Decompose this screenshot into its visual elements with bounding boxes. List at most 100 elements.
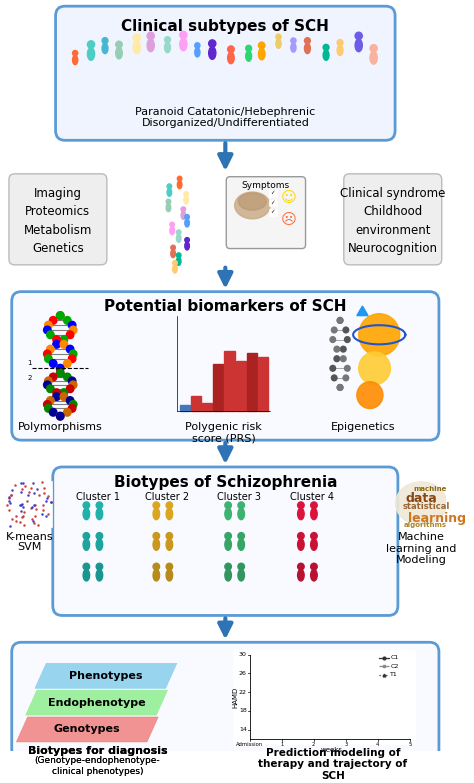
Text: 3: 3 xyxy=(344,742,347,747)
Text: Machine: Machine xyxy=(398,532,445,542)
Text: Proteomics: Proteomics xyxy=(25,205,91,218)
Ellipse shape xyxy=(181,211,186,219)
Ellipse shape xyxy=(298,539,304,550)
Text: 1: 1 xyxy=(27,360,32,366)
Ellipse shape xyxy=(102,43,108,53)
Text: Symptoms: Symptoms xyxy=(242,181,290,189)
Circle shape xyxy=(173,261,177,265)
Text: Paranoid Catatonic/Hebephrenic: Paranoid Catatonic/Hebephrenic xyxy=(135,106,316,117)
Text: ✓: ✓ xyxy=(270,190,275,195)
Circle shape xyxy=(56,413,64,420)
Polygon shape xyxy=(35,663,177,688)
Circle shape xyxy=(166,502,173,509)
Circle shape xyxy=(310,502,317,509)
Polygon shape xyxy=(26,690,167,715)
Circle shape xyxy=(343,375,349,381)
Circle shape xyxy=(83,532,90,539)
Bar xyxy=(7,482,52,527)
Ellipse shape xyxy=(238,539,245,550)
Circle shape xyxy=(345,366,350,371)
Ellipse shape xyxy=(167,188,172,197)
Text: Neurocognition: Neurocognition xyxy=(348,242,438,254)
Text: 14: 14 xyxy=(239,727,247,732)
Text: Polymorphisms: Polymorphisms xyxy=(18,422,102,432)
Ellipse shape xyxy=(304,43,310,53)
Text: Genotypes: Genotypes xyxy=(54,724,120,734)
Circle shape xyxy=(102,38,108,44)
Circle shape xyxy=(331,327,337,333)
Ellipse shape xyxy=(173,265,177,273)
Circle shape xyxy=(53,341,60,348)
Ellipse shape xyxy=(225,539,231,550)
Ellipse shape xyxy=(153,539,160,550)
Text: Childhood: Childhood xyxy=(363,205,422,218)
Circle shape xyxy=(310,532,317,539)
Text: Prediction modeling of
therapy and trajectory of
SCH: Prediction modeling of therapy and traje… xyxy=(258,748,408,781)
Circle shape xyxy=(49,409,57,416)
Circle shape xyxy=(345,337,350,342)
Text: 18: 18 xyxy=(239,709,247,713)
Circle shape xyxy=(53,336,60,344)
Circle shape xyxy=(228,46,234,52)
Ellipse shape xyxy=(310,508,317,520)
Text: Epigenetics: Epigenetics xyxy=(331,422,396,432)
Ellipse shape xyxy=(177,181,182,189)
Circle shape xyxy=(330,337,336,342)
Ellipse shape xyxy=(147,39,155,52)
Circle shape xyxy=(45,405,52,412)
Ellipse shape xyxy=(166,539,173,550)
Text: 26: 26 xyxy=(239,671,247,676)
Circle shape xyxy=(56,312,64,319)
Circle shape xyxy=(298,532,304,539)
Circle shape xyxy=(60,393,68,400)
Text: T1: T1 xyxy=(391,673,398,677)
Circle shape xyxy=(53,389,60,396)
Circle shape xyxy=(225,532,231,539)
Circle shape xyxy=(225,502,231,509)
Circle shape xyxy=(46,397,54,404)
Circle shape xyxy=(83,502,90,509)
Circle shape xyxy=(359,314,400,355)
Circle shape xyxy=(69,401,77,408)
Circle shape xyxy=(166,563,173,570)
Circle shape xyxy=(147,32,155,40)
Circle shape xyxy=(355,32,362,40)
Text: Modeling: Modeling xyxy=(396,555,447,565)
Text: ☹: ☹ xyxy=(280,212,296,227)
Ellipse shape xyxy=(185,242,190,250)
Circle shape xyxy=(64,373,71,381)
Circle shape xyxy=(66,345,74,353)
Ellipse shape xyxy=(246,51,252,61)
Text: (Genotype-endophenotype-
clinical phenotypes): (Genotype-endophenotype- clinical phenot… xyxy=(35,756,160,776)
Circle shape xyxy=(44,381,51,388)
Circle shape xyxy=(44,401,51,408)
Text: Cluster 3: Cluster 3 xyxy=(217,492,261,502)
Ellipse shape xyxy=(185,219,190,227)
Ellipse shape xyxy=(153,569,160,581)
Bar xyxy=(269,190,277,197)
Circle shape xyxy=(60,336,68,344)
Ellipse shape xyxy=(298,569,304,581)
Text: weeks: weeks xyxy=(321,747,343,752)
Circle shape xyxy=(185,215,190,219)
Circle shape xyxy=(56,364,64,372)
Text: statistical: statistical xyxy=(402,503,450,511)
Ellipse shape xyxy=(238,193,266,210)
Ellipse shape xyxy=(291,43,296,52)
Circle shape xyxy=(337,384,343,391)
Circle shape xyxy=(153,563,160,570)
Polygon shape xyxy=(17,717,158,742)
Text: data: data xyxy=(405,492,437,505)
Text: 2: 2 xyxy=(27,375,32,381)
Circle shape xyxy=(298,502,304,509)
Bar xyxy=(191,396,201,411)
Circle shape xyxy=(66,397,74,404)
Ellipse shape xyxy=(238,508,245,520)
Ellipse shape xyxy=(83,539,90,550)
Circle shape xyxy=(69,350,77,358)
Circle shape xyxy=(330,366,336,371)
Circle shape xyxy=(69,327,77,334)
Ellipse shape xyxy=(225,569,231,581)
Circle shape xyxy=(291,38,296,43)
Text: Phenotypes: Phenotypes xyxy=(69,671,143,680)
